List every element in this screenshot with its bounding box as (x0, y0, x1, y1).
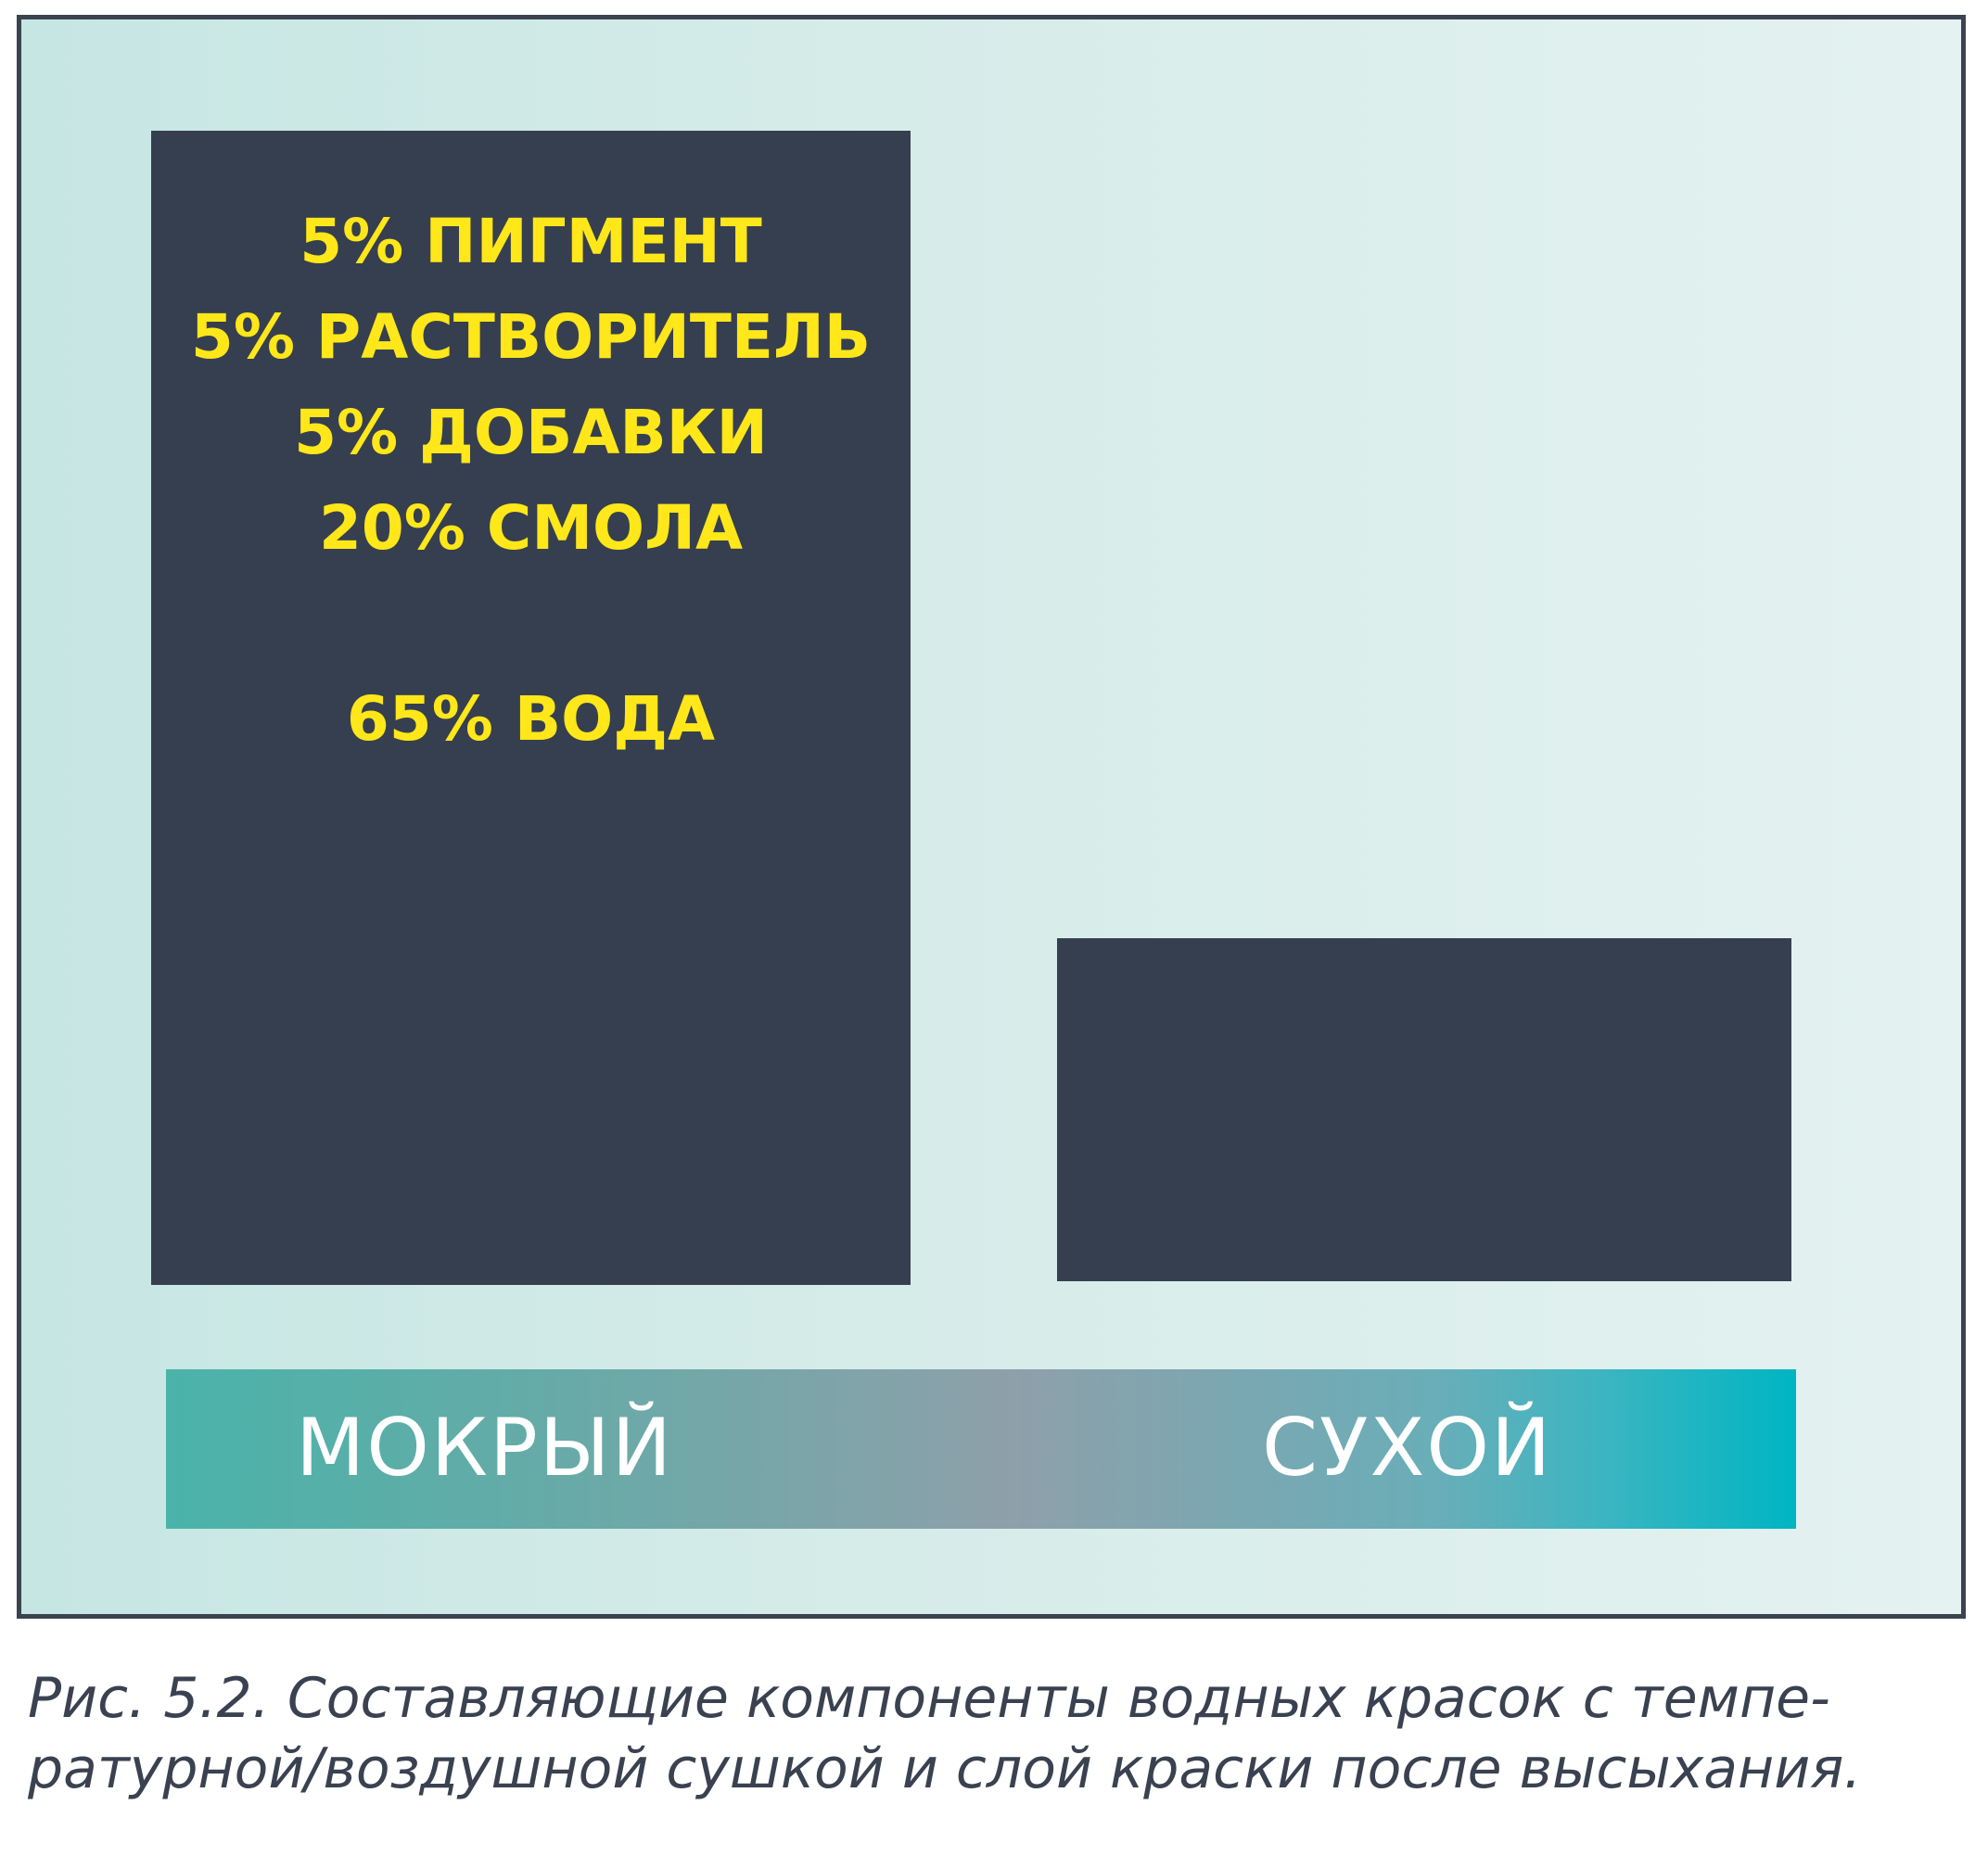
figure-frame: 5% ПИГМЕНТ 5% РАСТВОРИТЕЛЬ 5% ДОБАВКИ 20… (17, 15, 1966, 1619)
state-gradient-bar: МОКРЫЙ СУХОЙ (166, 1369, 1796, 1529)
component-solvent: 5% РАСТВОРИТЕЛЬ (190, 301, 872, 373)
component-resin: 20% СМОЛА (318, 492, 744, 564)
figure-caption: Рис. 5.2. Составляющие компоненты водных… (28, 1663, 1966, 1804)
wet-state-label: МОКРЫЙ (296, 1402, 674, 1494)
wet-composition-list: 5% ПИГМЕНТ 5% РАСТВОРИТЕЛЬ 5% ДОБАВКИ 20… (151, 194, 911, 767)
component-pigment: 5% ПИГМЕНТ (299, 206, 762, 277)
caption-line-2: ратурной/воздушной сушкой и слой краски … (28, 1736, 1862, 1801)
component-additives: 5% ДОБАВКИ (294, 397, 768, 468)
component-water: 65% ВОДА (346, 683, 716, 755)
wet-paint-layer: 5% ПИГМЕНТ 5% РАСТВОРИТЕЛЬ 5% ДОБАВКИ 20… (151, 131, 911, 1285)
dry-paint-layer (1057, 938, 1791, 1281)
caption-line-1: Рис. 5.2. Составляющие компоненты водных… (28, 1666, 1830, 1731)
dry-state-label: СУХОЙ (1262, 1402, 1553, 1494)
